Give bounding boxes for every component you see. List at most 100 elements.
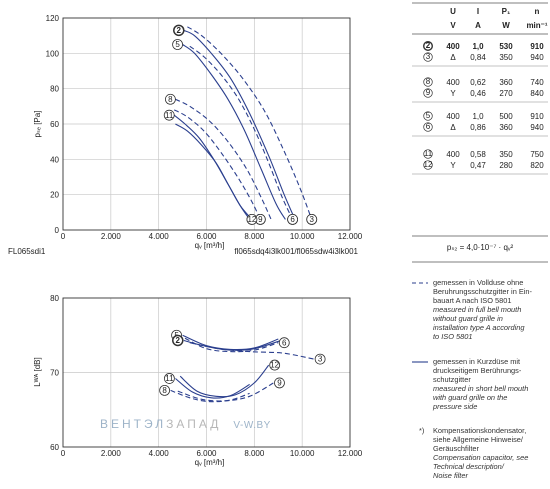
series-line-11 [173,114,251,220]
table-row-marker: 5 [426,111,431,120]
y-tick-label: 100 [46,49,60,58]
x-axis-label: qᵥ [m³/h] [195,241,225,250]
x-tick-label: 0 [61,449,66,458]
footnote-en-2: Technical description/ [433,462,504,471]
marker-label: 6 [282,338,287,347]
table-row: 2 400 1,0 530 910 [423,41,544,52]
marker-label: 9 [258,215,263,224]
table-cell: 350 [499,150,513,159]
y-axis-label: Lᵂᴬ [dB] [33,357,42,387]
marker-label: 12 [270,361,279,370]
series-line-6 [189,45,294,220]
series-line-8 [175,98,272,220]
table-cell: 0,47 [470,161,486,170]
table-row-marker-circle [423,77,433,87]
x-tick-label: 0 [61,232,66,241]
table-row: 9 Y 0,46 270 840 [423,88,544,98]
table-row: 3 Δ 0,84 350 940 [423,52,544,62]
table-cell: 1,0 [472,42,484,51]
table-header-cell: I [477,7,479,16]
table-cell: 400 [446,112,460,121]
series-line-9 [177,382,274,402]
table-row-marker-circle [423,160,433,170]
footnote-en-1: Compensation capacitor, see [433,453,529,462]
table-row-marker: 6 [426,122,431,131]
y-tick-label: 120 [46,14,60,23]
watermark: ВЕНТЭЛЗАПАД V-W.BY [100,417,271,431]
series-line-9 [173,109,261,220]
footer-right-label: fl065sdq4i3lk001/fl065sdw4i3lk001 [234,247,358,256]
table-cell: 0,58 [470,150,486,159]
series-marker-5: 5 [172,39,183,50]
table-unit-cell: min⁻¹ [526,21,547,30]
plot-frame [62,297,351,448]
table-cell: 1,0 [472,112,484,121]
dashed-de-1: gemessen in Vollduse ohne [433,278,524,287]
table-row-marker-circle [423,111,433,121]
marker-label: 8 [168,95,173,104]
table-cell: 940 [530,123,544,132]
table-row-marker: 11 [424,149,433,158]
marker-label: 11 [165,374,174,383]
marker-circle [274,377,285,389]
series-line-2 [183,29,296,220]
x-tick-label: 6.000 [196,232,217,241]
marker-circle [172,39,183,50]
footnote-de-3: Geräuschfilter [433,444,480,453]
chart-2: 0 2.000 4.000 6.000 8.000 10.000 12.000 60 70 80 q… [33,294,363,467]
table-cell: Y [450,161,456,170]
solid-de-1: gemessen in Kurzdüse mit [433,357,521,366]
series-end-marker-12: 12 [246,213,258,225]
series-marker-11: 11 [164,373,175,384]
y-tick-label: 0 [55,226,60,235]
watermark-part2: ЗАПАД [166,417,221,431]
series-marker-11: 11 [163,109,175,121]
x-tick-label: 8.000 [244,449,265,458]
x-tick-label: 12.000 [338,449,363,458]
table-cell: 820 [530,161,544,170]
x-axis-label: qᵥ [m³/h] [195,458,225,467]
table-cell: 400 [446,78,460,87]
table-row-marker-circle [423,52,433,62]
marker-label: 12 [247,215,256,224]
table-row: 8 400 0,62 360 740 [423,77,544,87]
marker-label: 5 [175,40,180,49]
table-cell: 910 [530,42,544,51]
legend-dashed-note: gemessen in Vollduse ohne Beruhrungsschu… [433,278,549,341]
table-header-cell: P₁ [502,7,511,16]
marker-label: 8 [162,386,167,395]
solid-en-2: with guard grille on the [433,393,508,402]
x-tick-label: 2.000 [101,232,122,241]
watermark-part1: ВЕНТЭЛ [100,417,166,431]
marker-circle [173,24,185,37]
table-cell: 500 [499,112,513,121]
table-cell: 400 [446,42,460,51]
pressure-formula: pₛ₂ = 4,0·10⁻⁷ · qᵥ² [447,243,514,252]
table-cell: 0,84 [470,53,486,62]
marker-circle [314,353,326,365]
table-cell: 0,46 [470,89,486,98]
table-cell: 270 [499,89,513,98]
table-unit-cell: W [502,21,510,30]
marker-circle [269,359,281,371]
x-tick-label: 4.000 [149,232,170,241]
marker-circle [172,334,184,347]
table-row-marker: 12 [424,160,433,169]
solid-en-3: pressure side [433,402,478,411]
series-marker-6: 6 [278,337,290,349]
table-cell: 280 [499,161,513,170]
table-row-marker: 3 [426,52,431,61]
table-row: 12 Y 0,47 280 820 [423,160,544,170]
table-cell: 940 [530,53,544,62]
plot-frame [62,17,351,231]
table-cell: 910 [530,112,544,121]
table-row-marker-circle [423,149,433,159]
y-tick-label: 60 [50,443,59,452]
table-cell: 400 [446,150,460,159]
marker-circle [159,384,171,396]
series-line-8 [170,389,250,403]
series-marker-2: 2 [172,334,184,347]
table-cell: Y [450,89,456,98]
y-axis-label: pₛₑ [Pa] [33,111,42,138]
footnote-en-3: Noise filter [433,471,468,480]
